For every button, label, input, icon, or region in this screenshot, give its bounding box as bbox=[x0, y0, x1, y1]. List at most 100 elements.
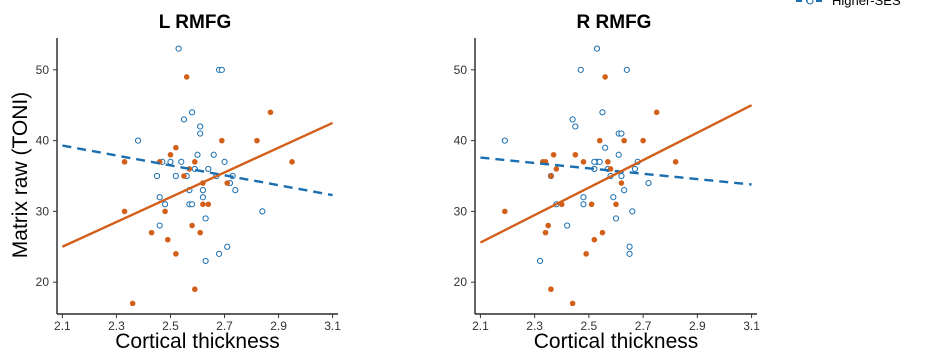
panel1-higher-ses-point bbox=[180, 116, 188, 123]
panel1-lower-ses-point bbox=[197, 229, 204, 236]
panel2-higher-ses-point bbox=[615, 151, 622, 158]
panel1-x-tick-label: 2.3 bbox=[108, 319, 125, 333]
panel2-lower-ses-point bbox=[542, 229, 549, 236]
panel2-higher-ses-point bbox=[645, 179, 652, 187]
panel2-higher-ses-point bbox=[591, 158, 598, 165]
panel2-lower-ses-point bbox=[502, 208, 508, 215]
panel2-lower-ses-point bbox=[553, 166, 560, 172]
panel2-lower-ses-point bbox=[583, 251, 589, 257]
panel1-higher-ses-point bbox=[134, 137, 142, 144]
panel2-lower-ses-point bbox=[588, 201, 595, 208]
panel1-lower-ses-point bbox=[254, 137, 260, 144]
panel2-lower-ses-fit-line bbox=[479, 104, 753, 244]
panel1-lower-ses-point bbox=[121, 159, 128, 165]
panel2-higher-ses-point bbox=[501, 137, 508, 144]
panel2-lower-ses-point bbox=[621, 137, 627, 144]
panel1-higher-ses-point bbox=[172, 172, 179, 180]
panel1-y-tick-label: 40 bbox=[36, 134, 50, 148]
panel2-lower-ses-point bbox=[596, 137, 603, 144]
panel1-higher-ses-point bbox=[197, 123, 204, 130]
panel1-lower-ses-point bbox=[129, 300, 136, 307]
panel1-higher-ses-point bbox=[161, 201, 169, 208]
panel2-higher-ses-point bbox=[626, 243, 633, 250]
panel1-x-tick-label: 2.9 bbox=[270, 319, 287, 333]
panel1-higher-ses-point bbox=[199, 194, 207, 201]
panel2-title: R RMFG bbox=[577, 12, 652, 33]
panel2-x-tick-label: 3.1 bbox=[743, 319, 760, 333]
panel2-lower-ses-point bbox=[591, 236, 598, 243]
panel1-higher-ses-point bbox=[210, 151, 217, 158]
panel1-higher-ses-point bbox=[218, 66, 225, 73]
panel2-lower-ses-point bbox=[672, 159, 679, 165]
panel1-lower-ses-fit-line bbox=[61, 121, 334, 248]
panel1-higher-ses-fit-line bbox=[62, 144, 333, 197]
panel1-x-axis-title: Cortical thickness bbox=[115, 330, 280, 351]
panel1-higher-ses-point bbox=[153, 172, 161, 180]
panel1-x-tick-label: 2.5 bbox=[162, 319, 179, 333]
panel-l-rmfg: L RMFG 2.1 2.3 2.5 2.7 2.9 3.1 20 30 40 50 Cortical… bbox=[36, 12, 342, 351]
panel1-y-tick-label: 30 bbox=[36, 204, 50, 218]
panel2-x-tick-label: 2.7 bbox=[635, 319, 652, 333]
panel2-lower-ses-point bbox=[613, 201, 619, 208]
panel1-lower-ses-point bbox=[189, 222, 195, 229]
panel2-higher-ses-point bbox=[618, 172, 625, 180]
panel1-higher-ses-point bbox=[202, 257, 209, 265]
panel2-lower-ses-point bbox=[572, 151, 579, 158]
panel2-lower-ses-point bbox=[550, 151, 557, 158]
panel1-higher-ses-point bbox=[167, 158, 174, 165]
panel2-higher-ses-point bbox=[626, 250, 633, 257]
panel2-higher-ses-point bbox=[612, 215, 620, 222]
panel2-higher-ses-point bbox=[599, 109, 606, 116]
panel2-higher-ses-point bbox=[593, 45, 601, 52]
panel1-lower-ses-point bbox=[121, 208, 128, 215]
panel1-lower-ses-point bbox=[164, 236, 171, 243]
panel2-lower-ses-point bbox=[640, 137, 646, 144]
panel1-lower-ses-point bbox=[181, 173, 187, 179]
panel2-higher-ses-point bbox=[618, 130, 625, 137]
panel2-higher-ses-point bbox=[572, 123, 579, 130]
panel2-lower-ses-point bbox=[605, 159, 611, 165]
panel2-higher-ses-point bbox=[621, 187, 628, 194]
panel2-y-tick-label: 50 bbox=[454, 63, 468, 77]
panel1-higher-ses-point bbox=[188, 109, 196, 116]
panel2-lower-ses-point bbox=[602, 74, 608, 80]
panel2-higher-ses-point bbox=[580, 194, 587, 201]
panel2-lower-ses-point bbox=[653, 109, 660, 116]
panel1-higher-ses-point bbox=[175, 45, 182, 52]
panel2-lower-ses-point bbox=[545, 222, 552, 229]
panel2-higher-ses-point bbox=[602, 144, 609, 151]
panel2-higher-ses-point bbox=[596, 158, 603, 165]
panel1-lower-ses-point bbox=[219, 137, 225, 144]
panel1-higher-ses-point bbox=[259, 208, 266, 215]
panel1-higher-ses-point bbox=[216, 250, 223, 257]
panel2-higher-ses-point bbox=[610, 194, 617, 201]
panel2-higher-ses-point bbox=[631, 165, 639, 173]
y-axis-title: Matrix raw (TONI) bbox=[9, 92, 32, 258]
panel2-x-tick-label: 2.5 bbox=[581, 319, 598, 333]
panel2-x-tick-label: 2.9 bbox=[689, 319, 706, 333]
panel2-x-tick-label: 2.1 bbox=[472, 319, 489, 333]
panel1-higher-ses-point bbox=[221, 158, 228, 165]
panel2-lower-ses-point bbox=[569, 300, 576, 307]
panel2-higher-ses-point bbox=[564, 222, 571, 229]
panel1-lower-ses-point bbox=[289, 159, 295, 165]
panel2-higher-ses-point bbox=[536, 257, 544, 265]
panel1-higher-ses-point bbox=[194, 151, 201, 158]
panel2-lower-ses-point bbox=[618, 180, 625, 186]
panel1-lower-ses-point bbox=[191, 286, 198, 293]
panel1-lower-ses-point bbox=[200, 201, 206, 208]
panel-r-rmfg: R RMFG 2.1 2.3 2.5 2.7 2.9 3.1 20 30 40 50 Cortical… bbox=[454, 12, 761, 351]
panel2-lower-ses-point bbox=[548, 286, 554, 293]
panel1-higher-ses-point bbox=[156, 194, 163, 201]
legend-label-higher-ses: Higher-SES bbox=[832, 0, 901, 8]
panel2-x-axis-title: Cortical thickness bbox=[534, 330, 699, 351]
panel2-higher-ses-point bbox=[577, 66, 584, 73]
panel1-higher-ses-point bbox=[205, 165, 212, 173]
panel2-y-tick-label: 40 bbox=[454, 134, 468, 148]
panel1-higher-ses-point bbox=[232, 187, 239, 194]
panel1-lower-ses-point bbox=[167, 151, 174, 158]
panel1-higher-ses-point bbox=[224, 243, 231, 250]
panel1-lower-ses-point bbox=[267, 109, 274, 116]
legend: Higher-SES bbox=[796, 0, 901, 8]
